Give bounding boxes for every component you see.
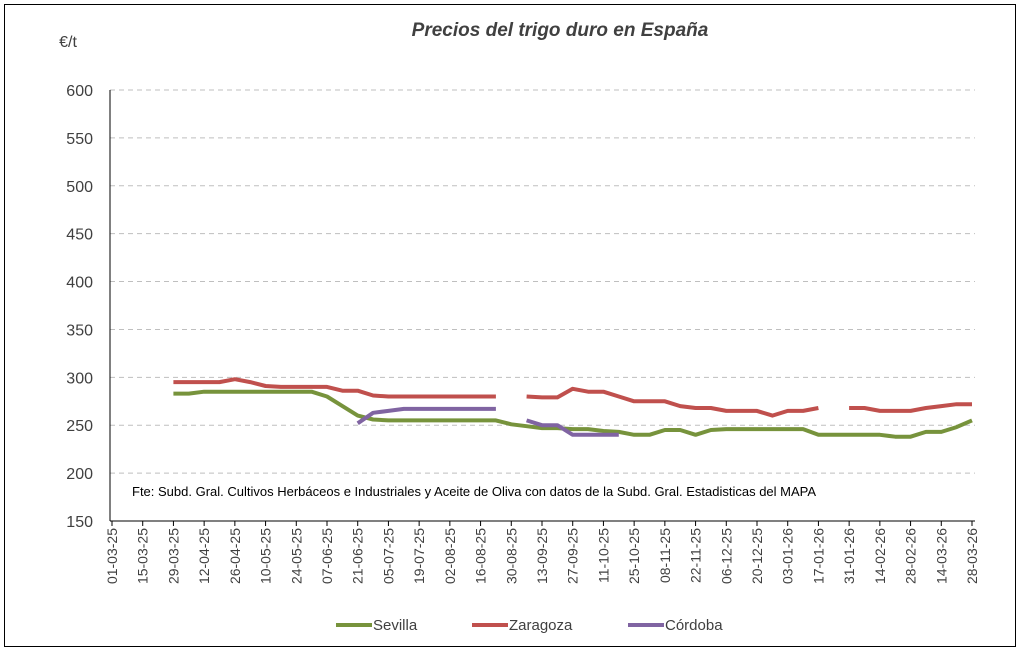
x-tick-label: 24-05-25 bbox=[288, 528, 304, 584]
x-tick-label: 20-12-25 bbox=[749, 528, 765, 584]
y-tick-label: 200 bbox=[66, 466, 93, 483]
y-tick-label: 500 bbox=[66, 179, 93, 196]
y-tick-label: 400 bbox=[66, 275, 93, 292]
x-tick-label: 13-09-25 bbox=[534, 528, 550, 584]
x-tick-label: 01-03-25 bbox=[104, 528, 120, 584]
x-tick-label: 10-05-25 bbox=[258, 528, 274, 584]
x-tick-label: 28-03-26 bbox=[964, 528, 980, 584]
x-tick-label: 06-12-25 bbox=[718, 528, 734, 584]
x-tick-label: 29-03-25 bbox=[165, 528, 181, 584]
x-tick-label: 17-01-26 bbox=[810, 528, 826, 584]
x-tick-label: 16-08-25 bbox=[473, 528, 489, 584]
series-line bbox=[173, 377, 972, 418]
x-tick-label: 11-10-25 bbox=[595, 528, 611, 583]
legend-label: Córdoba bbox=[665, 617, 723, 634]
x-tick-label: 30-08-25 bbox=[503, 528, 519, 584]
y-tick-label: 450 bbox=[66, 227, 93, 244]
y-tick-label: 250 bbox=[66, 418, 93, 435]
x-tick-label: 31-01-26 bbox=[841, 528, 857, 584]
x-tick-label: 25-10-25 bbox=[626, 528, 642, 584]
y-tick-label: 550 bbox=[66, 131, 93, 148]
y-axis-label: €/t bbox=[59, 34, 77, 51]
x-tick-label: 12-04-25 bbox=[196, 528, 212, 584]
series-line bbox=[356, 406, 619, 437]
y-tick-label: 350 bbox=[66, 322, 93, 339]
x-tick-label: 03-01-26 bbox=[780, 528, 796, 584]
y-tick-label: 150 bbox=[66, 514, 93, 531]
x-tick-label: 26-04-25 bbox=[227, 528, 243, 584]
y-tick-label: 600 bbox=[66, 83, 93, 100]
source-note: Fte: Subd. Gral. Cultivos Herbáceos e In… bbox=[132, 484, 816, 499]
legend-label: Sevilla bbox=[373, 617, 418, 634]
chart-title: Precios del trigo duro en España bbox=[412, 20, 709, 41]
x-tick-label: 05-07-25 bbox=[380, 528, 396, 584]
chart-border bbox=[4, 4, 1016, 647]
series-line bbox=[173, 389, 973, 439]
x-tick-label: 08-11-25 bbox=[657, 528, 673, 583]
x-tick-label: 15-03-25 bbox=[135, 528, 151, 584]
x-tick-label: 02-08-25 bbox=[442, 528, 458, 584]
x-tick-label: 27-09-25 bbox=[565, 528, 581, 584]
x-tick-label: 19-07-25 bbox=[411, 528, 427, 584]
x-tick-label: 21-06-25 bbox=[350, 528, 366, 584]
legend-label: Zaragoza bbox=[509, 617, 573, 634]
x-tick-label: 14-03-26 bbox=[933, 528, 949, 584]
x-tick-label: 22-11-25 bbox=[688, 528, 704, 583]
x-tick-label: 14-02-26 bbox=[872, 528, 888, 584]
x-tick-label: 07-06-25 bbox=[319, 528, 335, 584]
y-tick-label: 300 bbox=[66, 370, 93, 387]
x-tick-label: 28-02-26 bbox=[903, 528, 919, 584]
